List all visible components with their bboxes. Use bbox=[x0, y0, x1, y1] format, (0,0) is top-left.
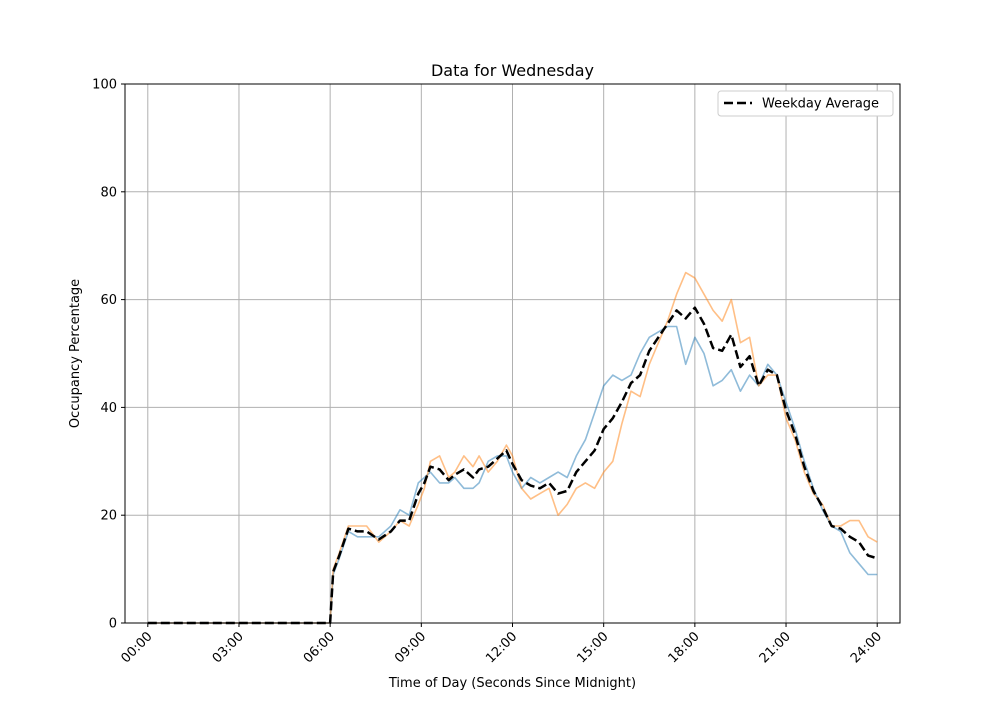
y-tick-label: 80 bbox=[100, 185, 117, 200]
y-tick-label: 20 bbox=[100, 509, 117, 524]
series-lines bbox=[147, 271, 878, 625]
legend-label-weekday-average: Weekday Average bbox=[762, 97, 879, 112]
series-line-2 bbox=[147, 271, 878, 624]
grid-lines bbox=[125, 83, 900, 624]
x-tick-label: 18:00 bbox=[666, 629, 703, 666]
y-tick-label: 60 bbox=[100, 293, 117, 308]
x-tick-label: 03:00 bbox=[210, 629, 247, 666]
x-tick-label: 15:00 bbox=[574, 629, 611, 666]
x-axis-label: Time of Day (Seconds Since Midnight) bbox=[388, 676, 636, 691]
y-axis-label: Occupancy Percentage bbox=[68, 279, 83, 428]
chart-title: Data for Wednesday bbox=[431, 61, 594, 80]
x-tick-label: 06:00 bbox=[301, 629, 338, 666]
x-tick-label: 00:00 bbox=[119, 629, 156, 666]
y-tick-label: 40 bbox=[100, 401, 117, 416]
legend-box bbox=[717, 90, 894, 117]
y-tick-label: 100 bbox=[92, 78, 117, 93]
x-tick-label: 09:00 bbox=[392, 629, 429, 666]
legend: Weekday Average bbox=[717, 90, 894, 117]
y-ticks: 0 20 40 60 80 100 bbox=[92, 78, 125, 632]
x-tick-label: 12:00 bbox=[483, 629, 520, 666]
x-tick-label: 24:00 bbox=[848, 629, 885, 666]
x-ticks: 00:00 03:00 06:00 09:00 12:00 15:00 18:00 21:00… bbox=[119, 623, 885, 666]
series-line-weekday-average bbox=[147, 306, 878, 625]
y-tick-label: 0 bbox=[109, 617, 117, 632]
x-tick-label: 21:00 bbox=[757, 629, 794, 666]
